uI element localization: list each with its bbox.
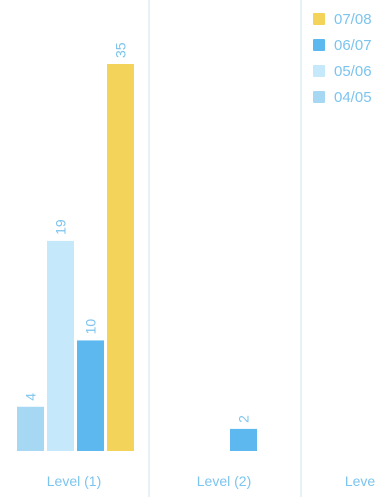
legend: 07/08 06/07 05/06 04/05 (313, 6, 372, 110)
bar-04-05-0 (17, 406, 44, 451)
legend-item: 07/08 (313, 6, 372, 32)
legend-item: 05/06 (313, 58, 372, 84)
bar-06-07-0 (77, 340, 104, 451)
bar-value-label: 35 (113, 42, 129, 58)
category-label: Level (2) (197, 473, 251, 489)
bar-value-label: 19 (53, 219, 69, 235)
legend-swatch (313, 91, 325, 103)
bar-value-label: 2 (236, 415, 252, 423)
legend-label: 05/06 (334, 62, 372, 80)
bar-value-label: 10 (83, 319, 99, 335)
category-label: Leve (345, 473, 376, 489)
legend-swatch (313, 13, 325, 25)
legend-item: 06/07 (313, 32, 372, 58)
category-label: Level (1) (47, 473, 101, 489)
legend-swatch (313, 39, 325, 51)
legend-label: 07/08 (334, 10, 372, 28)
bar-07-08-0 (107, 64, 134, 451)
bar-06-07-1 (230, 428, 257, 451)
legend-label: 06/07 (334, 36, 372, 54)
legend-item: 04/05 (313, 84, 372, 110)
bar-05-06-0 (47, 240, 74, 451)
bar-value-label: 4 (23, 393, 39, 401)
legend-swatch (313, 65, 325, 77)
legend-label: 04/05 (334, 88, 372, 106)
